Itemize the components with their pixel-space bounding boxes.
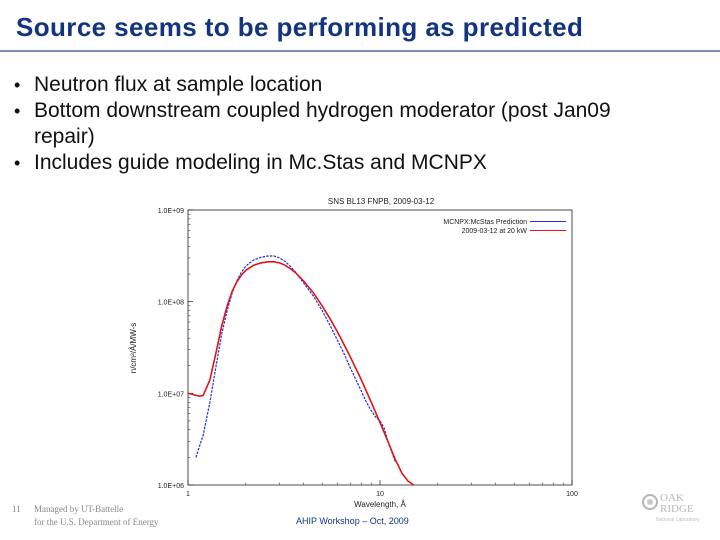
bullet-list: • Neutron flux at sample location • Bottom… — [14, 72, 674, 176]
bullet-item: • Bottom downstream coupled hydrogen mode… — [14, 98, 674, 150]
bullet-dot-icon: • — [14, 101, 21, 121]
x-axis-ticks: 1 10 100 — [186, 480, 578, 498]
footer-line-1: Managed by UT-Battelle — [34, 504, 124, 514]
series-prediction-line — [195, 255, 396, 462]
y-tick-label: 1.0E+07 — [158, 391, 184, 398]
bullet-dot-icon: • — [14, 153, 21, 173]
title-divider — [0, 50, 720, 52]
footer-left: 11 Managed by UT-Battelle for the U.S. De… — [12, 503, 159, 529]
y-axis-label: n/cm²/Å/MW-s — [129, 323, 138, 374]
y-tick-label: 1.0E+08 — [158, 300, 184, 307]
y-tick-label: 1.0E+09 — [158, 208, 184, 215]
ornl-logo: OAK RIDGE National Laboratory — [642, 492, 700, 523]
footer-workshop: AHIP Workshop – Oct, 2009 — [296, 516, 409, 526]
page-number: 11 — [12, 504, 21, 514]
legend-label-measured: 2009-03-12 at 20 kW — [462, 228, 528, 235]
x-axis-label: Wavelength, Å — [354, 500, 406, 509]
plot-frame — [187, 209, 573, 486]
series-measured-line — [187, 260, 415, 486]
bullet-item: • Neutron flux at sample location — [14, 72, 674, 98]
logo-text-2: RIDGE — [660, 503, 694, 515]
y-tick-label: 1.0E+06 — [158, 483, 184, 490]
footer-line-2: for the U.S. Department of Energy — [34, 517, 159, 527]
bullet-dot-icon: • — [14, 75, 21, 95]
chart-legend: MCNPX:McStas Prediction 2009-03-12 at 20… — [443, 219, 566, 235]
bullet-item: • Includes guide modeling in Mc.Stas and … — [14, 150, 674, 176]
series-layer — [187, 255, 415, 486]
x-tick-label: 10 — [376, 491, 384, 498]
bullet-text: Neutron flux at sample location — [34, 73, 323, 96]
slide-title: Source seems to be performing as predict… — [16, 12, 584, 42]
y-axis-ticks: 1.0E+09 1.0E+08 1.0E+07 1.0E+06 — [158, 208, 193, 490]
x-tick-label: 1 — [186, 491, 190, 498]
logo-text-3: National Laboratory — [656, 517, 700, 523]
logo-text-1: OAK — [660, 492, 684, 504]
chart-title: SNS BL13 FNPB, 2009-03-12 — [328, 197, 435, 206]
x-tick-label: 100 — [566, 491, 578, 498]
bullet-text: Bottom downstream coupled hydrogen moder… — [34, 99, 611, 148]
bullet-text: Includes guide modeling in Mc.Stas and M… — [34, 151, 487, 174]
legend-label-prediction: MCNPX:McStas Prediction — [443, 219, 527, 226]
